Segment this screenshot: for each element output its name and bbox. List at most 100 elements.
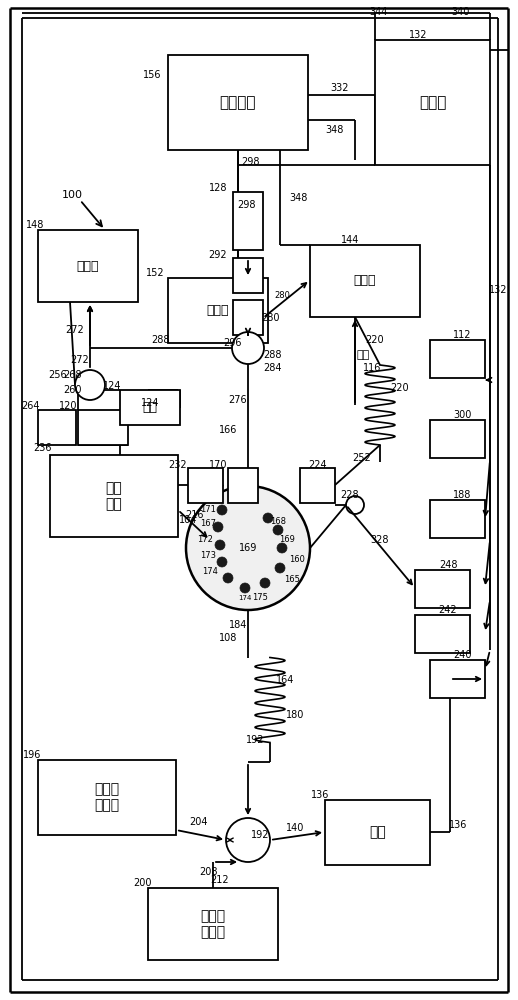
Text: 280: 280 <box>274 290 290 300</box>
Text: 152: 152 <box>146 268 164 278</box>
Text: 171: 171 <box>200 506 216 514</box>
Text: 298: 298 <box>241 157 259 167</box>
Text: 166: 166 <box>219 425 237 435</box>
Text: 132: 132 <box>489 285 507 295</box>
Text: 容器: 容器 <box>369 826 386 840</box>
Text: 332: 332 <box>331 83 349 93</box>
Bar <box>233 258 263 293</box>
Circle shape <box>232 332 264 364</box>
Text: 第一缓
冲液源: 第一缓 冲液源 <box>94 782 120 813</box>
Bar <box>430 420 485 458</box>
Circle shape <box>186 486 310 610</box>
Circle shape <box>260 578 270 588</box>
Text: 292: 292 <box>209 250 227 260</box>
Bar <box>415 570 470 608</box>
Text: 112: 112 <box>453 330 471 340</box>
Text: 148: 148 <box>26 220 44 230</box>
Text: 252: 252 <box>353 453 371 463</box>
Text: 180: 180 <box>286 710 304 720</box>
Text: 192: 192 <box>251 830 269 840</box>
Text: 分析装置: 分析装置 <box>220 95 256 110</box>
Circle shape <box>277 543 287 553</box>
Text: 208: 208 <box>199 867 217 877</box>
Bar <box>148 888 278 960</box>
Text: 加热
元件: 加热 元件 <box>106 481 122 511</box>
Text: 173: 173 <box>200 552 216 560</box>
Text: 120: 120 <box>59 401 77 411</box>
Text: 272: 272 <box>70 355 90 365</box>
Text: 136: 136 <box>311 790 329 800</box>
Text: 172: 172 <box>197 536 213 544</box>
Text: 124: 124 <box>141 398 159 408</box>
Text: 废物室: 废物室 <box>354 274 376 288</box>
Text: 348: 348 <box>326 125 344 135</box>
Text: 136: 136 <box>449 820 467 830</box>
Text: 160: 160 <box>289 556 305 564</box>
Circle shape <box>217 505 227 515</box>
Bar <box>50 455 178 537</box>
Bar <box>38 230 138 302</box>
Text: 168: 168 <box>270 518 286 526</box>
Text: 272: 272 <box>66 325 84 335</box>
Text: 196: 196 <box>23 750 41 760</box>
Bar <box>78 410 128 445</box>
Text: 224: 224 <box>309 460 327 470</box>
Circle shape <box>215 540 225 550</box>
Bar <box>430 340 485 378</box>
Bar <box>300 468 335 503</box>
Text: 188: 188 <box>453 490 471 500</box>
Bar <box>120 390 180 425</box>
Text: 284: 284 <box>263 363 281 373</box>
Text: 175: 175 <box>252 592 268 601</box>
Text: 344: 344 <box>369 7 387 17</box>
Text: 220: 220 <box>391 383 409 393</box>
Bar <box>375 40 490 165</box>
Text: 废物室: 废物室 <box>207 304 229 317</box>
Text: 232: 232 <box>169 460 188 470</box>
Circle shape <box>240 583 250 593</box>
Text: 128: 128 <box>209 183 227 193</box>
Bar <box>38 410 76 445</box>
Bar <box>415 615 470 653</box>
Circle shape <box>275 563 285 573</box>
Text: 164: 164 <box>276 675 294 685</box>
Text: 184: 184 <box>229 620 247 630</box>
Text: 140: 140 <box>286 823 304 833</box>
Text: 256: 256 <box>49 370 67 380</box>
Text: 控制器: 控制器 <box>419 95 446 110</box>
Text: 268: 268 <box>63 370 81 380</box>
Text: 204: 204 <box>189 817 207 827</box>
Bar <box>430 500 485 538</box>
Text: 288: 288 <box>263 350 281 360</box>
Text: 192: 192 <box>246 735 264 745</box>
Bar <box>168 278 268 343</box>
Text: 228: 228 <box>341 490 359 500</box>
Text: 第二缓
冲液源: 第二缓 冲液源 <box>200 909 225 939</box>
Text: 169: 169 <box>239 543 257 553</box>
Text: 132: 132 <box>409 30 427 40</box>
Text: 264: 264 <box>21 401 39 411</box>
Bar <box>430 660 485 698</box>
Bar <box>233 192 263 250</box>
Text: 236: 236 <box>33 443 51 453</box>
Circle shape <box>263 513 273 523</box>
Bar <box>188 468 223 503</box>
Text: 大气: 大气 <box>142 401 157 414</box>
Bar <box>38 760 176 835</box>
Circle shape <box>217 557 227 567</box>
Text: 248: 248 <box>439 560 457 570</box>
Circle shape <box>226 818 270 862</box>
Bar <box>310 245 420 317</box>
Bar <box>228 468 258 503</box>
Text: 108: 108 <box>219 633 237 643</box>
Text: 144: 144 <box>341 235 359 245</box>
Text: 156: 156 <box>143 70 161 80</box>
Text: 废物: 废物 <box>356 350 370 360</box>
Text: 124: 124 <box>103 381 121 391</box>
Text: 165: 165 <box>284 576 300 584</box>
Circle shape <box>223 573 233 583</box>
Text: 104: 104 <box>179 515 197 525</box>
Text: 340: 340 <box>451 7 469 17</box>
Circle shape <box>346 496 364 514</box>
Text: 170: 170 <box>209 460 227 470</box>
